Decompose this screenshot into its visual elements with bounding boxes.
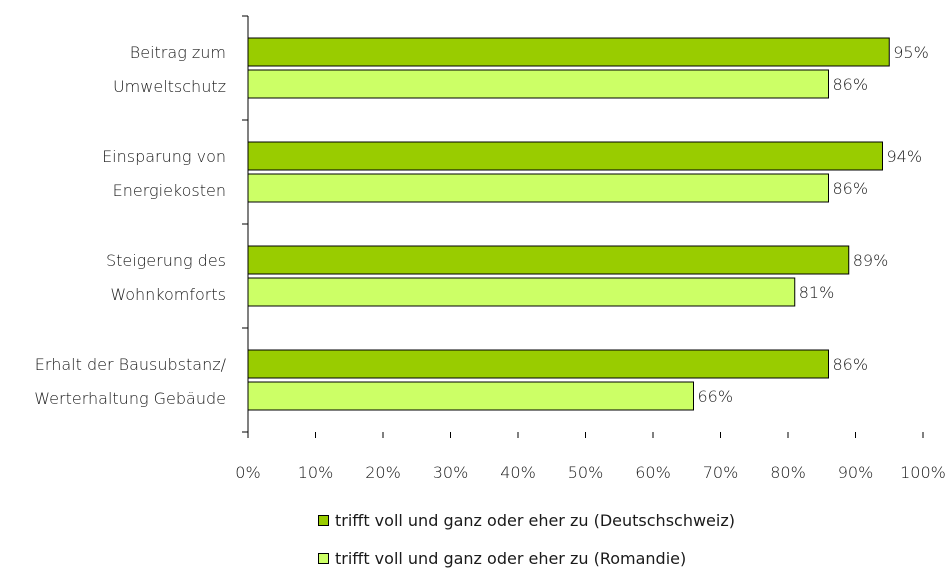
category-label: Wohnkomforts [110,285,226,304]
data-label: 66% [698,387,734,406]
bar [247,245,850,275]
bar [247,173,829,203]
x-tick-label: 10% [298,463,334,482]
data-label: 86% [833,75,869,94]
legend-label-deutschschweiz: trifft voll und ganz oder eher zu (Deuts… [335,510,735,530]
data-label: 81% [799,283,835,302]
category-label: Steigerung des [106,251,226,270]
legend-item-deutschschweiz: trifft voll und ganz oder eher zu (Deuts… [318,510,735,530]
bar [247,37,890,67]
category-label: Energiekosten [113,181,226,200]
legend-item-romandie: trifft voll und ganz oder eher zu (Roman… [318,548,735,568]
axes: 0% 10% 20% 30% 40% 50% 60% 70% 80% 90% 100% [235,15,946,482]
category-label: Einsparung von [102,147,226,166]
legend-swatch-deutschschweiz [318,514,329,526]
legend-swatch-romandie [318,552,329,564]
x-tick-label: 50% [568,463,604,482]
category-label: Werterhaltung Gebäude [34,389,226,408]
x-tick-label: 20% [365,463,401,482]
bar [247,349,829,379]
category-label: Beitrag zum [130,43,226,62]
x-tick-label: 0% [235,463,260,482]
x-tick-label: 60% [635,463,671,482]
x-tick-label: 70% [703,463,739,482]
bar [247,277,796,307]
bar [247,381,694,411]
data-label: 89% [853,251,889,270]
data-label: 94% [887,147,923,166]
x-tick-label: 30% [433,463,469,482]
bar [247,69,829,99]
data-label: 86% [833,179,869,198]
legend: trifft voll und ganz oder eher zu (Deuts… [318,510,735,586]
legend-label-romandie: trifft voll und ganz oder eher zu (Roman… [335,548,687,568]
bar-chart: 0% 10% 20% 30% 40% 50% 60% 70% 80% 90% 100% Beitra… [34,15,946,482]
bars [247,37,890,411]
x-tick-label: 90% [838,463,874,482]
x-tick-label: 80% [770,463,806,482]
x-tick-label: 100% [900,463,946,482]
category-label: Umweltschutz [113,77,226,96]
labels: Beitrag zum Umweltschutz Einsparung von Ene… [34,43,929,408]
data-label: 86% [833,355,869,374]
category-label: Erhalt der Bausubstanz/ [35,355,227,374]
data-label: 95% [893,43,929,62]
x-tick-label: 40% [500,463,536,482]
bar [247,141,883,171]
